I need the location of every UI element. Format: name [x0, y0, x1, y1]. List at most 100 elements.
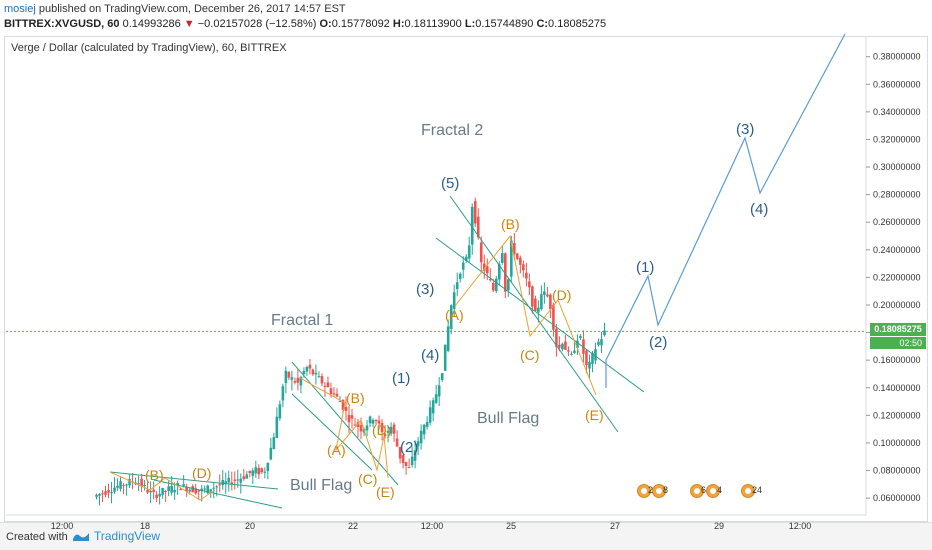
tradingview-brand[interactable]: TradingView [72, 529, 160, 543]
abcde-wave [454, 234, 597, 396]
candle-body [534, 298, 537, 311]
candle-body [437, 385, 441, 397]
candle-body [164, 491, 167, 493]
x-tick-label: 12:00 [51, 521, 74, 531]
abcde-wave [109, 471, 216, 501]
abcde-wave-label: (C) [358, 471, 377, 487]
candle-body [500, 253, 504, 263]
y-tick-label: 0.30000000 [873, 162, 921, 172]
candle-body [194, 488, 197, 494]
candle-body [591, 353, 594, 364]
candle-body [308, 364, 312, 369]
publish-header: mosiej published on TradingView.com, Dec… [0, 0, 932, 36]
y-tick-label: 0.14000000 [873, 383, 921, 393]
candle-body [564, 341, 567, 350]
impulse-wave-label: (1) [392, 370, 410, 387]
candle-body [383, 433, 387, 436]
candle-body [341, 400, 345, 410]
impulse-wave-label: (5) [441, 175, 459, 192]
candle-body [314, 372, 318, 375]
candle-body [167, 486, 170, 491]
candle-body [431, 400, 435, 414]
x-tick-label: 22 [348, 521, 358, 531]
candle-body [440, 373, 444, 380]
published-text: published on TradingView.com, December 2… [38, 3, 346, 15]
candle-body [467, 245, 471, 259]
candle-body [185, 487, 188, 492]
candle-body [296, 377, 300, 383]
bull-flag-1-label: Bull Flag [290, 477, 352, 494]
fractal-2-label: Fractal 2 [421, 122, 483, 139]
abcde-wave-label: (B) [346, 390, 365, 406]
economic-event-icon[interactable] [741, 484, 755, 498]
x-tick-label: 27 [610, 521, 620, 531]
economic-event-icon[interactable] [706, 484, 720, 498]
candle-body [479, 242, 483, 263]
abcde-wave-label: (B) [501, 216, 520, 232]
candle-body [476, 216, 480, 238]
economic-event-icon[interactable] [690, 484, 704, 498]
candle-body [299, 377, 303, 386]
candle-body [389, 426, 393, 434]
candle-body [588, 361, 591, 369]
candle-body [528, 281, 531, 288]
candle-body [311, 369, 315, 375]
candle-body [549, 294, 552, 310]
candle-body [182, 484, 185, 486]
projection-wave-label: (4) [750, 201, 768, 218]
candle-body [191, 486, 194, 493]
candle-body [416, 441, 420, 447]
bull-flag-2-label: Bull Flag [477, 410, 539, 427]
candle-body [386, 430, 390, 433]
candle-body [494, 278, 498, 292]
projection-wave-label: (1) [636, 259, 654, 276]
economic-event-icon[interactable] [637, 484, 651, 498]
candle-body [455, 282, 459, 290]
candle-body [188, 489, 191, 492]
chart-frame[interactable] [4, 36, 928, 522]
abcde-wave-label: (D) [552, 287, 571, 303]
price-change: −0.02157028 (−12.58%) [197, 18, 317, 30]
x-tick-label: 18 [140, 521, 150, 531]
candle-body [155, 494, 158, 498]
candle-body [227, 477, 231, 483]
y-tick-label: 0.36000000 [873, 79, 921, 89]
author-link[interactable]: mosiej [4, 3, 36, 15]
candle-body [582, 339, 585, 354]
down-triangle-icon: ▼ [183, 18, 195, 30]
channel-line [153, 479, 283, 509]
candle-body [239, 478, 243, 483]
candle-body [546, 294, 549, 297]
candle-body [143, 484, 146, 486]
candle-body [537, 307, 540, 313]
candle-body [350, 415, 354, 419]
candle-body [561, 343, 564, 350]
y-tick-label: 0.20000000 [873, 300, 921, 310]
y-tick-label: 0.10000000 [873, 438, 921, 448]
candle-body [392, 424, 396, 434]
candle-body [98, 493, 101, 496]
economic-event-icon[interactable] [652, 484, 666, 498]
x-tick-label: 29 [714, 521, 724, 531]
candle-body [531, 286, 534, 307]
created-with-label: Created with [6, 531, 68, 543]
candle-body [242, 476, 246, 479]
x-tick-label: 25 [506, 521, 516, 531]
candle-body [206, 485, 210, 494]
y-tick-label: 0.22000000 [873, 272, 921, 282]
candle-body [236, 479, 240, 481]
candle-body [224, 481, 228, 484]
impulse-wave-label: (3) [416, 281, 434, 298]
candle-body [519, 257, 522, 265]
candle-body [197, 490, 201, 492]
event-count-label: 6 [701, 485, 707, 495]
abcde-wave-label: (C) [520, 347, 539, 363]
abcde-wave-label: (D) [372, 422, 391, 438]
candle-body [266, 462, 270, 472]
candle-body [482, 263, 486, 271]
candle-body [290, 377, 294, 380]
candle-body [347, 415, 351, 423]
candle-body [269, 447, 273, 460]
event-count-label: 24 [752, 485, 763, 495]
